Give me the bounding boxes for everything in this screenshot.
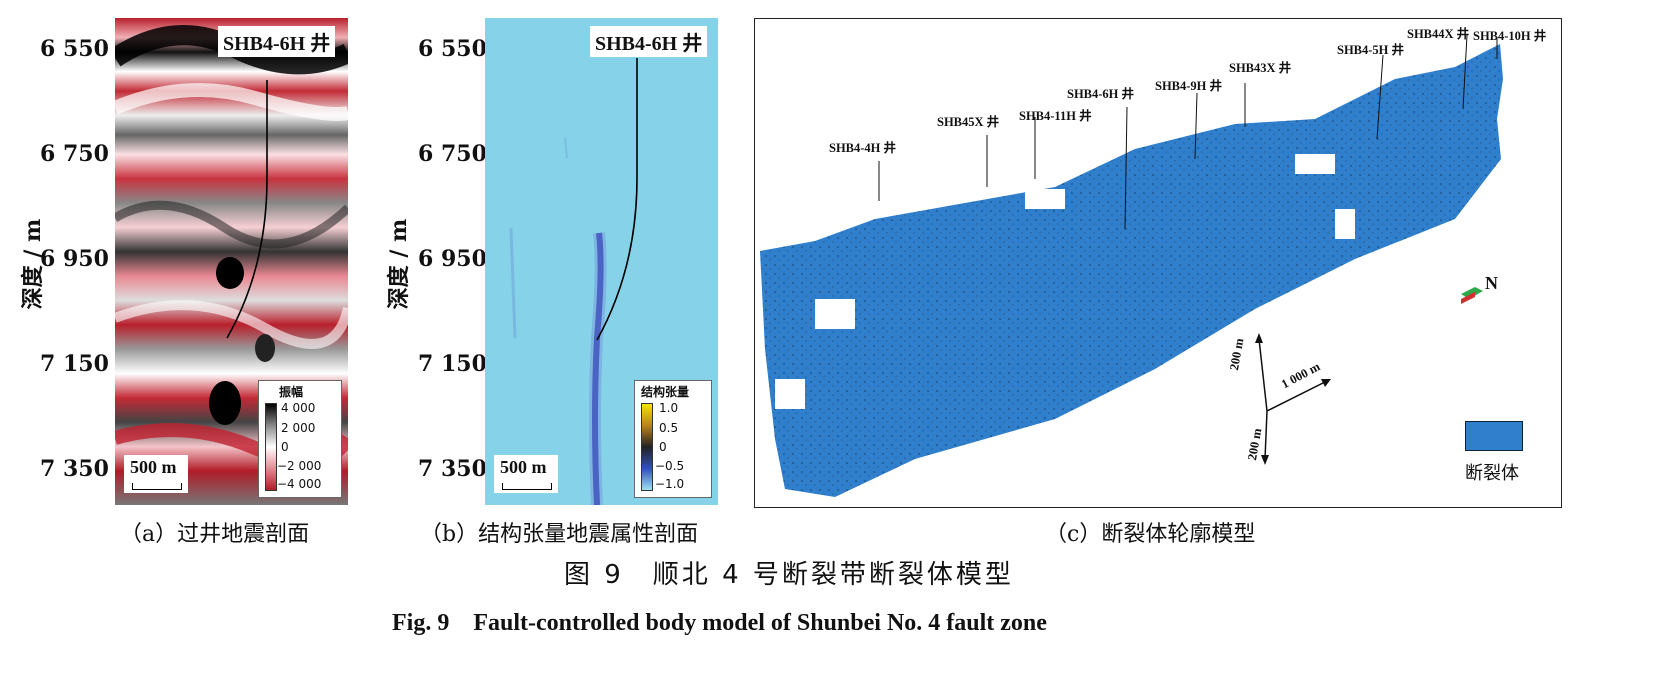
panel-a-colorbar-label: −2 000 xyxy=(277,459,322,473)
panel-a-ytick: 6 950 xyxy=(40,246,109,272)
panel-a-colorbar-label: −4 000 xyxy=(277,477,322,491)
panel-a-caption: （a）过井地震剖面 xyxy=(120,522,310,547)
panel-b-colorbar-box: 结构张量 1.0 0.5 0 −0.5 −1.0 xyxy=(634,380,712,498)
panel-b-colorbar-label: 1.0 xyxy=(659,401,679,415)
fault-body-3d-model xyxy=(760,34,1503,497)
panel-a-well-label: SHB4-6H 井 xyxy=(218,26,336,57)
well-label: SHB4-6H 井 xyxy=(1067,87,1135,101)
panel-b: 深度 / m 6 550 6 750 6 950 7 150 7 350 SHB… xyxy=(360,0,730,560)
north-label: N xyxy=(1485,273,1498,293)
panel-b-scale-label: 500 m xyxy=(500,457,547,477)
scale-bar xyxy=(502,483,552,490)
panel-a-ytick: 6 750 xyxy=(40,141,109,167)
panel-b-colorbar-title: 结构张量 xyxy=(641,385,690,399)
panel-b-caption: （b）结构张量地震属性剖面 xyxy=(420,522,699,547)
panel-a-ytick: 7 350 xyxy=(40,456,109,482)
figure-caption-en: Fig. 9 Fault-controlled body model of Sh… xyxy=(392,610,1047,636)
panel-b-colorbar-label: 0 xyxy=(659,440,667,454)
panel-a-scale-box: 500 m xyxy=(124,455,188,493)
legend-label: 断裂体 xyxy=(1465,463,1519,484)
panel-b-ytick: 7 350 xyxy=(418,456,487,482)
panel-a-ytick: 7 150 xyxy=(40,351,109,377)
panel-b-ytick: 6 550 xyxy=(418,36,487,62)
well-label: SHB4-10H 井 xyxy=(1473,29,1547,43)
panel-c-caption: （c）断裂体轮廓模型 xyxy=(1045,522,1256,547)
panel-b-scale-box: 500 m xyxy=(494,455,558,493)
scale-bar xyxy=(132,483,182,490)
well-label: SHB45X 井 xyxy=(937,115,1000,129)
panel-b-ytick: 6 750 xyxy=(418,141,487,167)
well-label: SHB4-11H 井 xyxy=(1019,109,1092,123)
panel-b-colorbar-label: 0.5 xyxy=(659,421,679,435)
panel-b-colorbar-label: −1.0 xyxy=(655,477,685,491)
panel-a-colorbar-box: 振幅 4 000 2 000 0 −2 000 −4 000 xyxy=(258,380,342,498)
well-label: SHB44X 井 xyxy=(1407,27,1470,41)
axis-triad xyxy=(1255,333,1331,465)
well-label: SHB4-5H 井 xyxy=(1337,43,1405,57)
panel-b-ytick: 7 150 xyxy=(418,351,487,377)
panel-a-colorbar-title: 振幅 xyxy=(279,385,304,399)
panel-a-colorbar-label: 0 xyxy=(281,440,289,454)
well-label: SHB4-9H 井 xyxy=(1155,79,1223,93)
panel-a-colorbar-label: 4 000 xyxy=(281,401,316,415)
tensor-colorbar xyxy=(641,403,653,491)
panel-a-colorbar-label: 2 000 xyxy=(281,421,316,435)
panel-c: SHB4-4H 井 SHB45X 井 SHB4-11H 井 SHB4-6H 井 … xyxy=(754,18,1562,508)
figure-caption-cn: 图 9 顺北 4 号断裂带断裂体模型 xyxy=(564,560,1014,590)
panel-b-colorbar-label: −0.5 xyxy=(655,459,685,473)
panel-b-ytick: 6 950 xyxy=(418,246,487,272)
legend-swatch xyxy=(1465,421,1523,451)
well-label: SHB43X 井 xyxy=(1229,61,1292,75)
panel-b-ylabel: 深度 / m xyxy=(386,218,412,310)
panel-a: 深度 / m 6 550 6 750 6 950 7 150 7 350 xyxy=(0,0,360,560)
well-label: SHB4-4H 井 xyxy=(829,141,897,155)
amplitude-colorbar xyxy=(265,403,277,491)
panel-b-well-label: SHB4-6H 井 xyxy=(590,26,708,57)
panel-a-scale-label: 500 m xyxy=(130,457,177,477)
panel-a-ytick: 6 550 xyxy=(40,36,109,62)
